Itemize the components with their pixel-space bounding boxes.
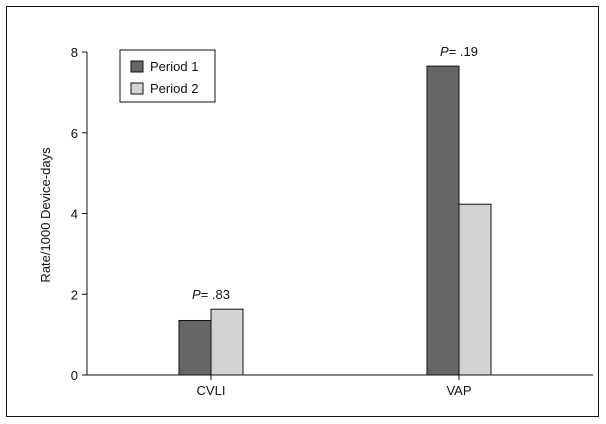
y-tick-label: 2 — [71, 287, 78, 302]
p-symbol: P — [440, 44, 449, 59]
y-tick-label: 8 — [71, 45, 78, 60]
legend-box — [119, 49, 216, 103]
y-tick-label: 6 — [71, 126, 78, 141]
x-category-label: VAP — [446, 383, 471, 398]
y-tick-label: 4 — [71, 207, 78, 222]
p-symbol: P — [192, 287, 201, 302]
y-tick-label: 0 — [71, 368, 78, 383]
bar-vap-period-1 — [426, 65, 460, 376]
p-value: = .83 — [201, 287, 230, 302]
chart-frame — [6, 6, 599, 417]
y-axis-label: Rate/1000 Device-days — [38, 147, 53, 283]
legend-label: Period 2 — [150, 81, 198, 96]
legend-swatch — [130, 60, 144, 73]
x-category-label: CVLI — [197, 383, 226, 398]
bar-cvli-period-1 — [178, 319, 212, 376]
p-value-annotation: P= .19 — [440, 44, 478, 59]
bar-vap-period-2 — [458, 203, 492, 376]
p-value: = .19 — [449, 44, 478, 59]
legend-swatch — [130, 82, 144, 95]
legend-label: Period 1 — [150, 59, 198, 74]
p-value-annotation: P= .83 — [192, 287, 230, 302]
bar-cvli-period-2 — [210, 308, 244, 376]
